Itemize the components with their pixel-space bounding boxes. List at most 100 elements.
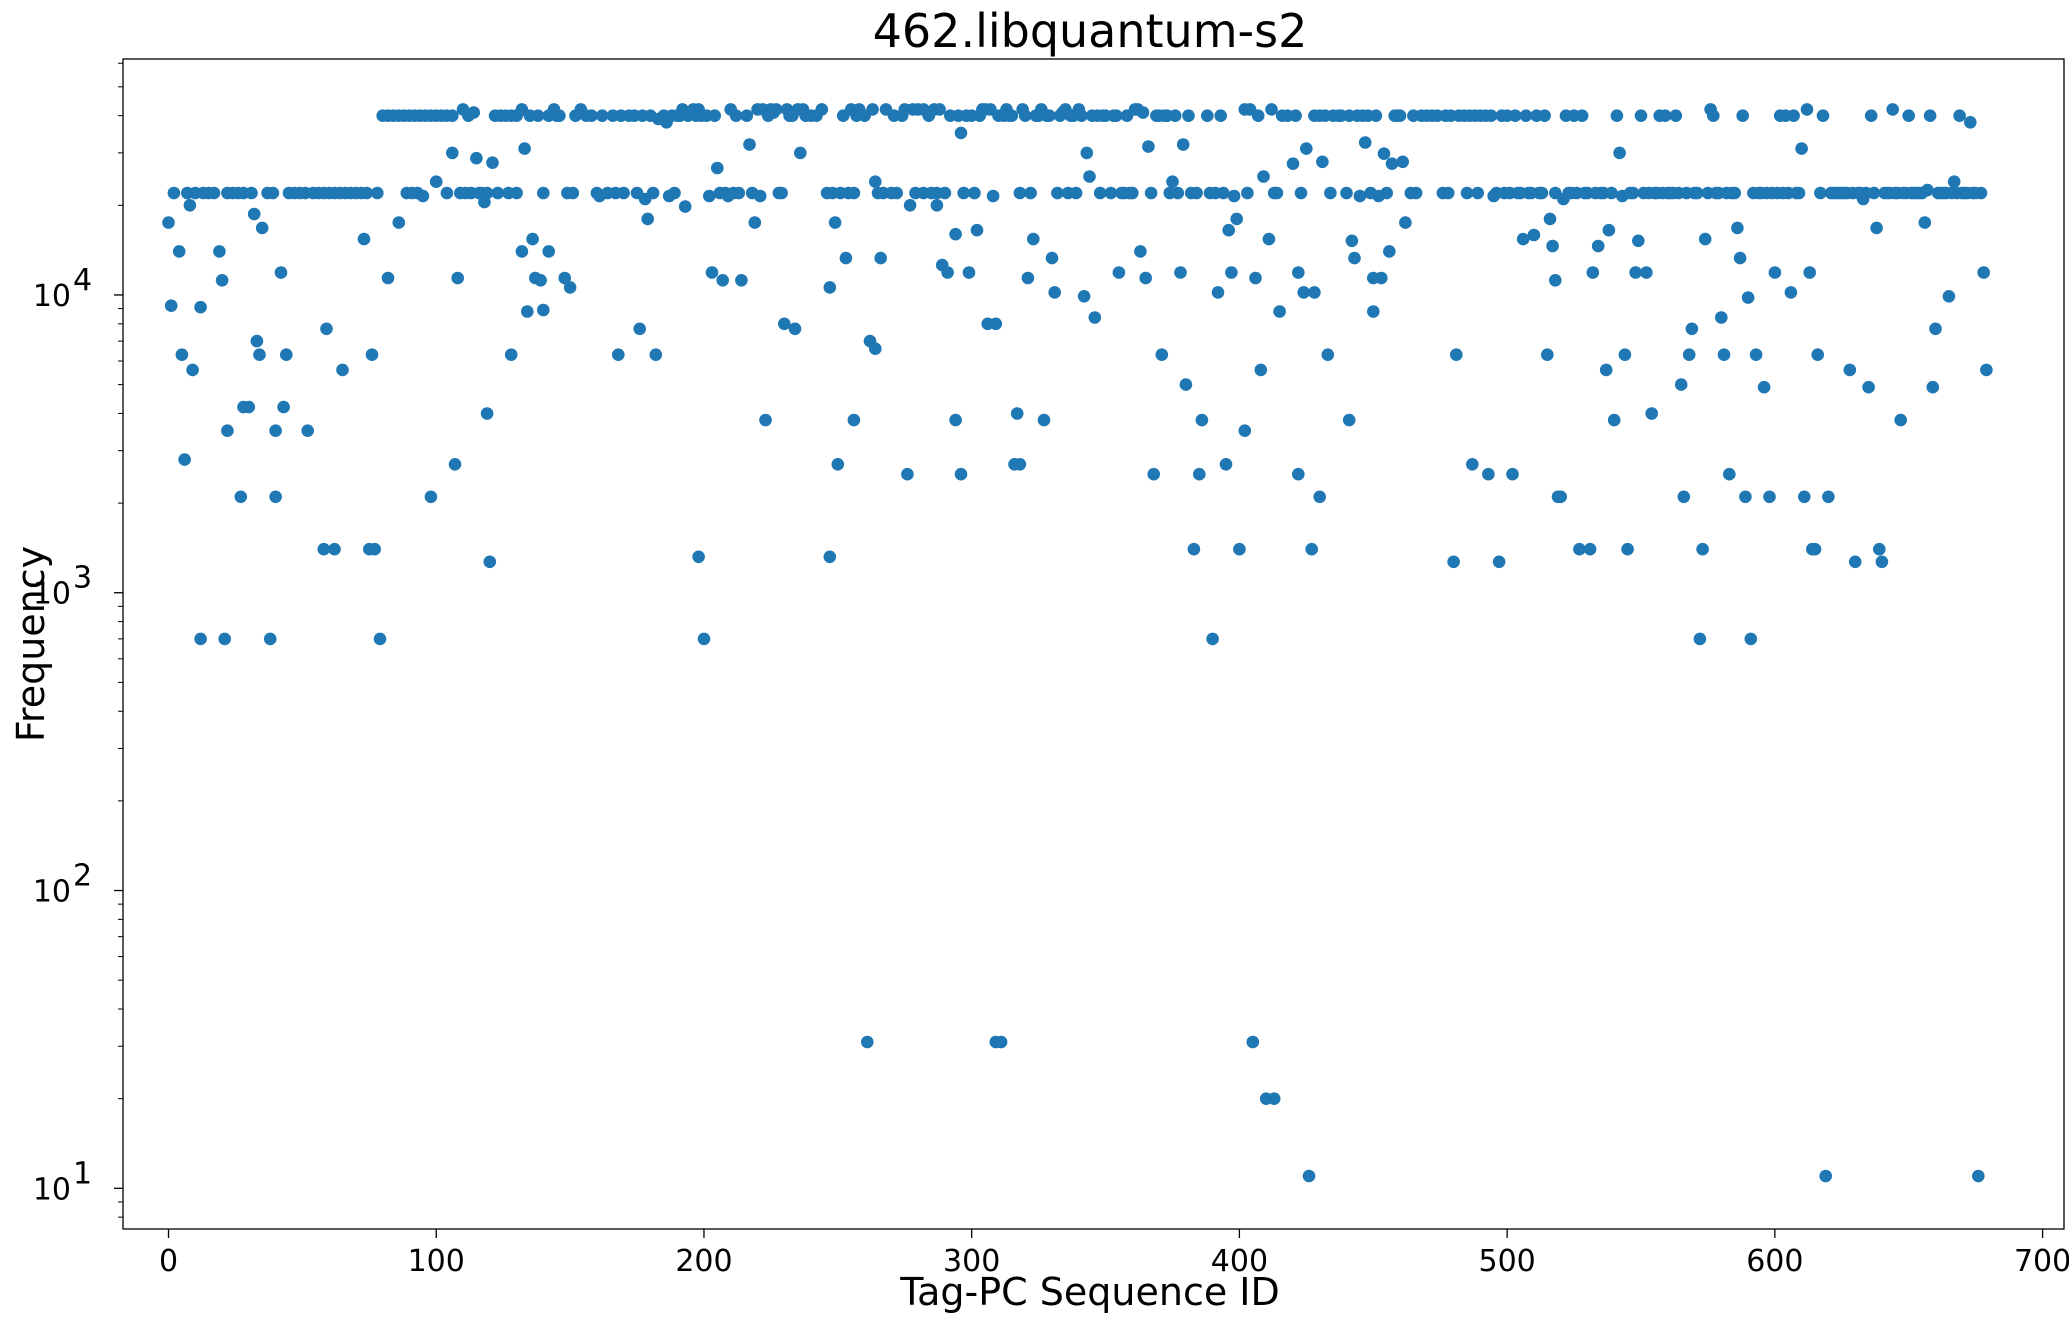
scatter-point: [847, 413, 861, 427]
scatter-point: [1862, 380, 1875, 394]
scatter-point: [1206, 632, 1219, 646]
scatter-point: [1723, 467, 1736, 481]
scatter-point: [1757, 380, 1771, 394]
scatter-point: [1077, 290, 1091, 303]
scatter-point: [1690, 186, 1704, 200]
scatter-point: [1822, 490, 1835, 504]
scatter-point: [678, 200, 692, 213]
scatter-point: [1300, 142, 1313, 155]
scatter-point: [1383, 245, 1396, 258]
scatter-point: [1230, 212, 1243, 226]
scatter-point: [1816, 109, 1830, 122]
x-tick-label: 700: [2014, 1244, 2069, 1279]
y-tick-label: 10: [33, 875, 71, 910]
scatter-point: [1741, 291, 1755, 304]
scatter-point: [708, 109, 721, 122]
scatter-point: [446, 146, 459, 160]
scatter-point: [986, 189, 1000, 203]
scatter-point: [938, 186, 952, 200]
scatter-point: [194, 300, 207, 314]
scatter-point: [949, 227, 962, 241]
x-tick-label: 0: [159, 1244, 178, 1279]
scatter-point: [1195, 413, 1209, 427]
x-tick-label: 400: [1211, 1244, 1268, 1279]
scatter-point: [989, 317, 1003, 331]
scatter-point: [1217, 186, 1230, 200]
scatter-point: [1321, 348, 1335, 362]
scatter-point: [1249, 271, 1262, 285]
scatter-point: [1136, 106, 1150, 119]
scatter-point: [1870, 221, 1883, 235]
scatter-point: [1005, 109, 1019, 122]
scatter-point: [1800, 103, 1814, 116]
scatter-point: [1591, 239, 1605, 253]
scatter-point: [1441, 186, 1455, 200]
scatter-point: [534, 274, 547, 287]
scatter-point: [585, 109, 598, 122]
scatter-point: [558, 271, 571, 285]
scatter-point: [732, 186, 746, 200]
scatter-point: [775, 186, 788, 200]
scatter-point: [1640, 266, 1653, 279]
scatter-point: [1482, 467, 1495, 481]
scatter-point: [1297, 286, 1310, 299]
y-tick-label-exponent: 2: [73, 859, 92, 894]
scatter-point: [1273, 305, 1286, 318]
scatter-point: [1142, 140, 1155, 153]
scatter-point: [1409, 186, 1423, 200]
scatter-point: [381, 271, 395, 285]
scatter-point: [962, 266, 976, 279]
scatter-point: [1923, 109, 1937, 122]
scatter-point: [194, 632, 207, 646]
y-tick-label: 10: [33, 1172, 71, 1207]
scatter-point: [1677, 490, 1691, 504]
scatter-point: [183, 199, 197, 212]
scatter-point: [486, 156, 499, 169]
scatter-point: [1964, 116, 1977, 129]
scatter-point: [1292, 467, 1305, 481]
scatter-point: [266, 186, 280, 200]
scatter-point: [1358, 136, 1372, 149]
scatter-point: [668, 186, 681, 200]
scatter-point: [368, 542, 382, 556]
y-axis-label: Frequency: [9, 546, 53, 742]
scatter-point: [1302, 1169, 1316, 1183]
scatter-point: [1010, 407, 1024, 420]
scatter-point: [1214, 109, 1227, 122]
scatter-point: [274, 266, 288, 279]
scatter-point: [1251, 109, 1265, 122]
scatter-point: [1144, 186, 1158, 200]
scatter-point: [1340, 186, 1353, 200]
scatter-point: [1267, 1092, 1281, 1105]
scatter-point: [1618, 348, 1632, 362]
scatter-point: [1112, 266, 1126, 279]
scatter-point: [1669, 109, 1683, 122]
scatter-point: [207, 186, 221, 200]
scatter-point: [263, 632, 277, 646]
scatter-point: [1045, 251, 1059, 265]
scatter-point: [1541, 348, 1554, 362]
scatter-point: [1225, 266, 1238, 279]
scatter-point: [740, 109, 754, 122]
scatter-point: [1792, 186, 1806, 200]
scatter-point: [823, 281, 837, 294]
scatter-point: [1864, 109, 1878, 122]
scatter-point: [839, 251, 853, 265]
scatter-point: [320, 322, 333, 336]
scatter-point: [1632, 234, 1645, 248]
scatter-point: [1599, 363, 1613, 377]
y-tick-label-exponent: 3: [73, 561, 92, 596]
scatter-point: [416, 189, 430, 203]
scatter-point: [1787, 109, 1800, 122]
scatter-point: [1450, 348, 1463, 362]
scatter-point: [1305, 542, 1318, 556]
scatter-point: [563, 281, 577, 294]
scatter-point: [1953, 109, 1966, 122]
scatter-point: [253, 348, 266, 362]
scatter-point: [1043, 109, 1056, 122]
scatter-point: [1685, 322, 1699, 336]
scatter-point: [215, 274, 229, 287]
scatter-point: [1698, 232, 1712, 246]
scatter-point: [1814, 186, 1827, 200]
